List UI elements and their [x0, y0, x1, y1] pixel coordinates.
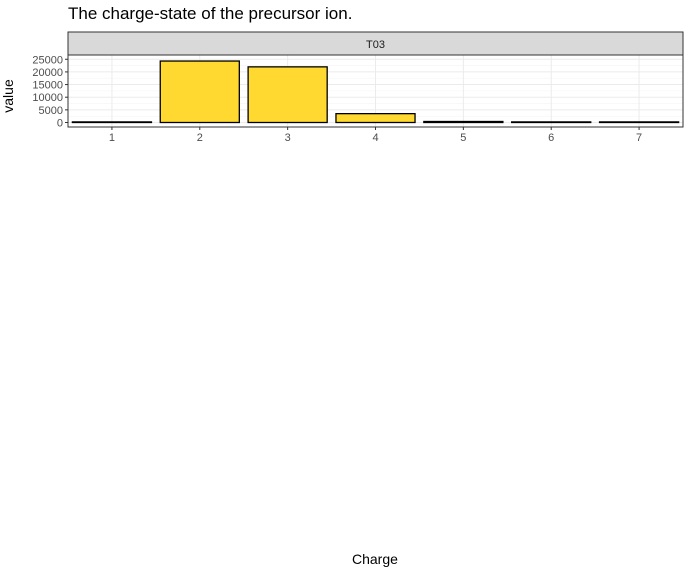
bar-charge-1: [71, 121, 153, 124]
x-tick-label: 7: [636, 132, 642, 144]
y-tick-label: 10000: [32, 92, 63, 104]
x-tick-label: 5: [460, 132, 466, 144]
x-tick-label: 3: [285, 132, 291, 144]
x-axis-label: Charge: [352, 551, 398, 567]
bar-charge-7: [598, 121, 680, 124]
x-tick-label: 1: [109, 132, 115, 144]
x-tick-label: 6: [548, 132, 554, 144]
facet-strip-label: T03: [366, 39, 385, 51]
y-tick-label: 20000: [32, 67, 63, 79]
bar-charge-6: [511, 121, 592, 124]
bars: [71, 60, 680, 124]
y-tick-label: 0: [57, 118, 63, 130]
x-tick-label: 2: [197, 132, 203, 144]
bar-charge-4: [335, 112, 416, 124]
bar-charge-2: [159, 60, 240, 124]
y-tick-label: 25000: [32, 54, 63, 66]
x-tick-label: 4: [372, 132, 378, 144]
bar-charge-3: [247, 66, 328, 124]
y-tick-label: 15000: [32, 80, 63, 92]
y-tick-label: 5000: [39, 105, 63, 117]
x-axis: 1 2 3 4 5 6 7: [109, 127, 642, 144]
y-axis-label: value: [0, 79, 16, 113]
bar-charge-5: [423, 120, 504, 124]
facet-strip: [67, 31, 684, 56]
chart-title: The charge-state of the precursor ion.: [68, 4, 353, 23]
